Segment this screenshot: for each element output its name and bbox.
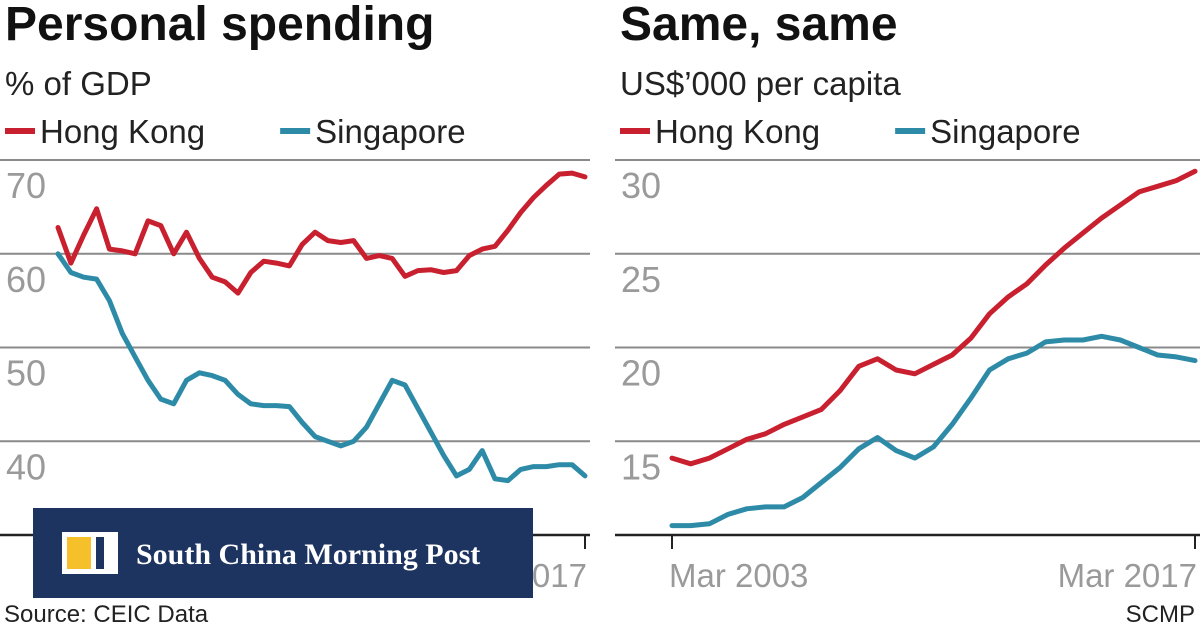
logo-icon-yellow — [67, 537, 91, 569]
series-line — [55, 251, 588, 484]
y-tick-label: 20 — [621, 353, 661, 394]
y-tick-label: 60 — [6, 259, 46, 300]
chart-subtitle: US$’000 per capita — [620, 65, 901, 102]
chart-title: Same, same — [620, 0, 898, 51]
y-tick-label: 15 — [621, 446, 661, 487]
y-tick-label: 30 — [621, 165, 661, 206]
logo-banner: South China Morning Post — [33, 508, 533, 598]
legend-label: Singapore — [930, 113, 1080, 150]
series-line — [55, 170, 588, 296]
credit: SCMP — [1126, 601, 1195, 628]
logo-icon-bar — [96, 537, 104, 569]
legend-label: Hong Kong — [40, 113, 205, 150]
chart-subtitle: % of GDP — [5, 65, 152, 102]
series-line — [669, 168, 1198, 467]
chart-title: Personal spending — [5, 0, 434, 51]
y-tick-label: 50 — [6, 353, 46, 394]
logo-text: South China Morning Post — [136, 538, 480, 571]
y-tick-label: 25 — [621, 259, 661, 300]
series-line — [669, 333, 1198, 529]
y-tick-label: 70 — [6, 165, 46, 206]
x-tick-label: Mar 2017 — [1058, 557, 1197, 594]
x-tick-label: Mar 2003 — [669, 557, 808, 594]
y-tick-label: 40 — [6, 446, 46, 487]
source: Source: CEIC Data — [4, 601, 209, 628]
legend-label: Hong Kong — [655, 113, 820, 150]
legend-label: Singapore — [315, 113, 465, 150]
